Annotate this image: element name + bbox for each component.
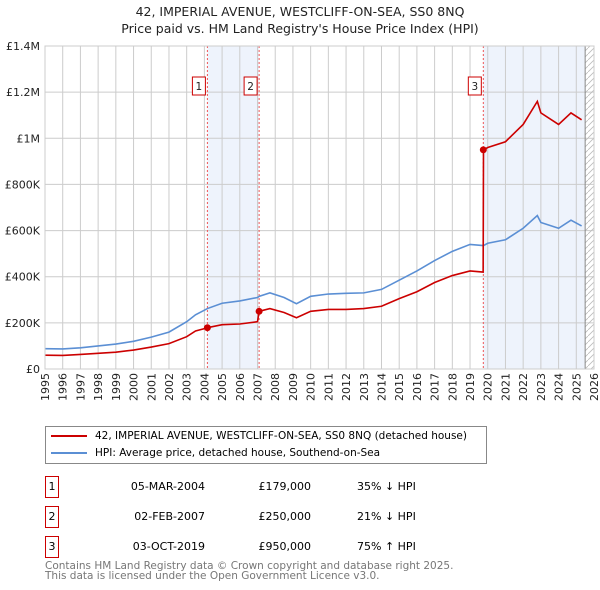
- x-tick-label: 2013: [358, 373, 371, 401]
- x-tick-label: 1999: [110, 373, 123, 401]
- x-tick-label: 2024: [553, 373, 566, 401]
- chart-subtitle: Price paid vs. HM Land Registry's House …: [121, 21, 479, 36]
- sale-point: [203, 324, 211, 332]
- legend-label: HPI: Average price, detached house, Sout…: [95, 447, 381, 459]
- legend-item-property: 42, IMPERIAL AVENUE, WESTCLIFF-ON-SEA, S…: [46, 428, 467, 444]
- legend-swatch-blue: [51, 452, 87, 454]
- x-tick-label: 2015: [393, 373, 406, 401]
- sale-price: £250,000: [258, 510, 312, 523]
- sale-marker-label: 1: [196, 81, 203, 93]
- y-tick-label: £200K: [5, 317, 41, 330]
- y-tick-label: £1.4M: [6, 40, 40, 53]
- sale-point: [479, 146, 487, 154]
- sale-date: 02-FEB-2007: [134, 510, 205, 523]
- footer-line: This data is licensed under the Open Gov…: [45, 570, 380, 582]
- sale-marker-box: [243, 76, 258, 96]
- x-tick-label: 2002: [163, 373, 176, 401]
- sale-marker-box: [191, 76, 206, 96]
- plot-area: 1995 1996 1997 1998 1999 2000 2001 2002 2003 2004…: [5, 40, 600, 401]
- legend-label: 42, IMPERIAL AVENUE, WESTCLIFF-ON-SEA, S…: [95, 430, 467, 442]
- sale-point: [255, 307, 263, 315]
- series-line-property: [44, 99, 583, 357]
- chart-title: 42, IMPERIAL AVENUE, WESTCLIFF-ON-SEA, S…: [135, 4, 465, 19]
- footer-line: Contains HM Land Registry data © Crown c…: [45, 560, 454, 572]
- sale-hpi: 35% ↓ HPI: [357, 480, 416, 493]
- x-tick-label: 2025: [570, 373, 583, 401]
- sale-marker-label: 3: [45, 536, 59, 558]
- sale-date: 05-MAR-2004: [130, 480, 205, 493]
- legend-swatch-red: [51, 435, 87, 437]
- x-tick-label: 1996: [57, 373, 70, 401]
- sale-marker-label: 3: [471, 81, 478, 93]
- sale-marker-label: 1: [45, 476, 59, 498]
- sale-hpi: 75% ↑ HPI: [357, 540, 416, 553]
- y-tick-label: £0: [26, 363, 40, 376]
- ownership-band: [207, 46, 260, 369]
- x-tick-label: 2019: [464, 373, 477, 401]
- sale-row: 3 03-OCT-2019 £950,000 75% ↑ HPI: [45, 536, 445, 558]
- sale-marker-label: 2: [247, 81, 254, 93]
- sale-hpi: 21% ↓ HPI: [357, 510, 416, 523]
- sale-price: £179,000: [258, 480, 312, 493]
- y-tick-label: £400K: [5, 271, 41, 284]
- x-tick-label: 2007: [252, 373, 265, 401]
- plot-border: [44, 45, 595, 370]
- x-tick-label: 2020: [482, 373, 495, 401]
- x-tick-label: 2026: [588, 373, 600, 401]
- legend: 42, IMPERIAL AVENUE, WESTCLIFF-ON-SEA, S…: [45, 426, 487, 464]
- x-tick-label: 2016: [411, 373, 424, 401]
- sale-row: 2 02-FEB-2007 £250,000 21% ↓ HPI: [45, 506, 445, 528]
- sale-marker-label: 2: [45, 506, 59, 528]
- footer: Contains HM Land Registry data © Crown c…: [45, 560, 454, 582]
- sale-price: £950,000: [258, 540, 312, 553]
- forecast-hatch: [585, 46, 594, 369]
- x-tick-label: 2023: [535, 373, 548, 401]
- x-tick-label: 2012: [340, 373, 353, 401]
- sale-date: 03-OCT-2019: [132, 540, 205, 553]
- x-tick-label: 2000: [128, 373, 141, 401]
- x-tick-label: 2014: [375, 373, 388, 401]
- sale-row: 1 05-MAR-2004 £179,000 35% ↓ HPI: [45, 476, 445, 498]
- x-tick-label: 1995: [39, 373, 52, 401]
- x-tick-label: 2018: [446, 373, 459, 401]
- x-tick-label: 2008: [269, 373, 282, 401]
- sale-marker-box: [467, 76, 482, 96]
- x-tick-label: 2006: [234, 373, 247, 401]
- series-line-hpi: [44, 214, 582, 350]
- x-tick-label: 2005: [216, 373, 229, 401]
- y-tick-label: £800K: [5, 178, 41, 191]
- x-tick-label: 2011: [322, 373, 335, 401]
- y-tick-label: £600K: [5, 225, 41, 238]
- ownership-band: [483, 46, 586, 369]
- x-tick-label: 2003: [181, 373, 194, 401]
- x-tick-label: 2009: [287, 373, 300, 401]
- x-tick-label: 1997: [74, 373, 87, 401]
- x-tick-label: 2010: [305, 373, 318, 401]
- x-tick-label: 2001: [145, 373, 158, 401]
- y-tick-label: £1.2M: [6, 86, 40, 99]
- x-tick-label: 2022: [517, 373, 530, 401]
- x-tick-label: 2004: [198, 373, 211, 401]
- x-tick-label: 2017: [429, 373, 442, 401]
- x-tick-label: 2021: [499, 373, 512, 401]
- legend-item-hpi: HPI: Average price, detached house, Sout…: [46, 445, 380, 461]
- x-tick-label: 1998: [92, 373, 105, 401]
- y-tick-label: £1M: [17, 132, 41, 145]
